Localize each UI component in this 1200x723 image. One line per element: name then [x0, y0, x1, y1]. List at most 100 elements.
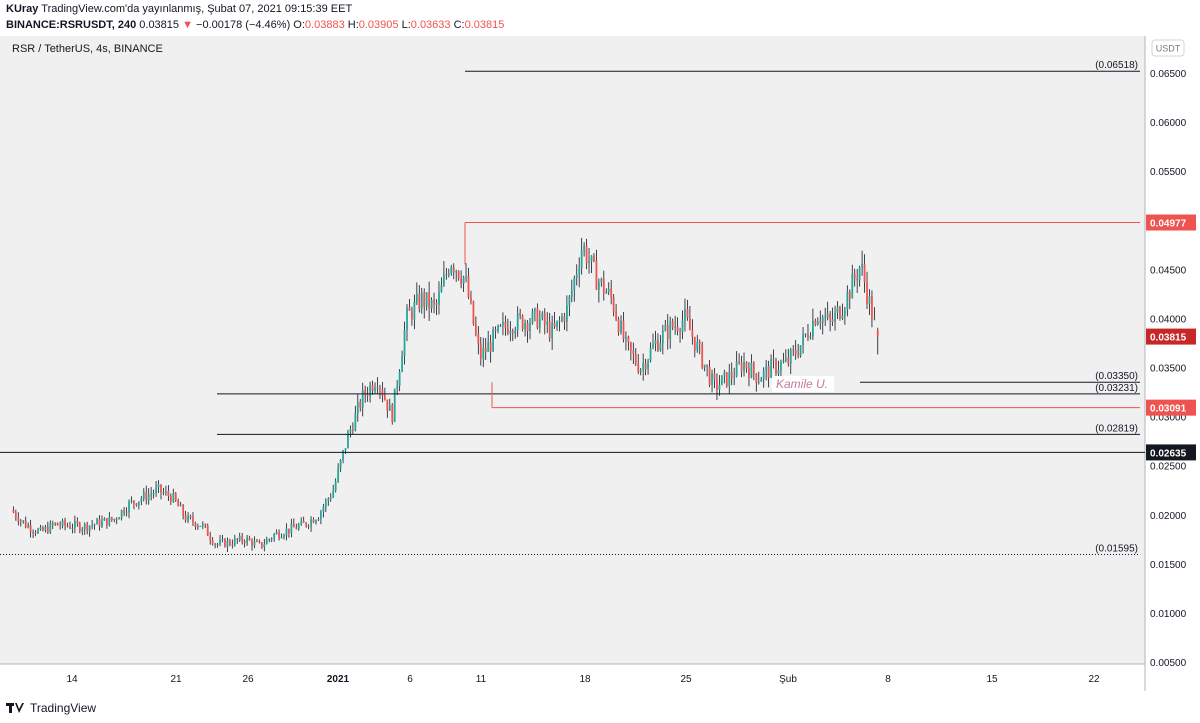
- candle-body: [780, 362, 782, 371]
- candle-body: [167, 491, 170, 497]
- candle-body: [108, 517, 111, 526]
- candle-body: [772, 359, 775, 361]
- level-price-tag-label: 0.02635: [1150, 448, 1187, 459]
- candle-body: [472, 301, 475, 325]
- price-axis[interactable]: [1145, 36, 1200, 664]
- x-tick-label: 11: [476, 674, 487, 685]
- candle-body: [283, 535, 285, 538]
- candle-body: [504, 322, 507, 328]
- candle-body: [794, 349, 797, 355]
- candle-body: [83, 523, 86, 530]
- symbol-line: BINANCE:RSRUSDT, 240 0.03815 ▼ −0.00178 …: [6, 19, 504, 31]
- candle-body: [19, 520, 22, 522]
- candle-body: [654, 340, 657, 345]
- candle-body: [738, 361, 740, 363]
- candle-body: [760, 379, 763, 382]
- candle-body: [66, 525, 69, 527]
- candle-body: [295, 527, 298, 530]
- candle-body: [307, 525, 310, 527]
- candle-body: [334, 481, 337, 491]
- candle-body: [292, 523, 295, 528]
- candle-body: [443, 274, 445, 286]
- level-value-label: (0.02819): [1095, 423, 1138, 434]
- candle-body: [248, 537, 251, 541]
- candle-body: [652, 344, 654, 349]
- candle-body: [125, 512, 128, 514]
- y-tick-label: 0.03500: [1150, 364, 1187, 375]
- candle-body: [29, 525, 32, 532]
- chart-pane[interactable]: (0.06518) (0.03350) (0.03231) (0.02819) (0.0…: [0, 36, 1200, 691]
- candle-body: [78, 523, 81, 532]
- candle-body: [425, 292, 428, 307]
- candle-body: [305, 522, 308, 526]
- time-axis[interactable]: [0, 664, 1145, 691]
- candle-body: [76, 521, 79, 524]
- candle-body: [629, 342, 632, 351]
- candle-body: [337, 468, 340, 482]
- candle-body: [743, 362, 745, 372]
- candle-body: [696, 342, 699, 351]
- candle-body: [713, 373, 716, 380]
- candle-body: [457, 271, 460, 279]
- candle-body: [684, 309, 686, 321]
- candle-body: [725, 372, 728, 387]
- candle-body: [659, 343, 662, 351]
- candle-body: [536, 308, 539, 329]
- candle-body: [477, 334, 480, 345]
- candle-body: [681, 320, 684, 333]
- candle-body: [246, 537, 248, 544]
- candle-body: [597, 282, 600, 290]
- candle-body: [157, 484, 160, 488]
- candle-body: [96, 519, 98, 525]
- tradingview-logo[interactable]: TradingView: [6, 701, 96, 715]
- high-label: H:: [347, 19, 359, 31]
- candle-body: [819, 321, 822, 323]
- candle-body: [701, 344, 704, 368]
- candle-body: [320, 511, 322, 520]
- candle-body: [509, 331, 512, 334]
- candle-body: [708, 366, 711, 385]
- candle-body: [51, 523, 54, 525]
- candle-body: [216, 544, 219, 546]
- candle-body: [649, 348, 652, 361]
- candle-body: [868, 296, 871, 304]
- candle-body: [836, 307, 839, 313]
- level-price-tag: [1146, 214, 1196, 231]
- candle-body: [846, 291, 849, 310]
- candle-body: [339, 459, 342, 469]
- candle-body: [34, 532, 37, 534]
- candle-body: [792, 349, 795, 351]
- price-chart[interactable]: (0.06518) (0.03350)(0.03231) (0.02819) (0.0…: [0, 36, 1200, 691]
- candle-body: [22, 520, 25, 522]
- candle-body: [39, 527, 42, 530]
- low-value: 0.03633: [410, 19, 451, 31]
- candle-body: [192, 517, 194, 523]
- candle-body: [332, 490, 335, 498]
- candle-body: [371, 385, 374, 392]
- candle-body: [315, 520, 317, 523]
- currency-badge[interactable]: [1151, 39, 1185, 57]
- candle-body: [622, 320, 625, 340]
- plot-area[interactable]: [0, 36, 1145, 664]
- candle-body: [693, 336, 696, 351]
- candle-body: [834, 312, 836, 322]
- x-tick-label: 26: [242, 674, 254, 685]
- candle-body: [263, 544, 266, 548]
- candle-body: [519, 313, 522, 316]
- candle-body: [142, 491, 145, 499]
- candle-body: [824, 317, 827, 319]
- candle-body: [632, 350, 635, 354]
- candle-body: [812, 320, 814, 337]
- candle-body: [268, 539, 271, 541]
- candle-body: [511, 331, 514, 334]
- level-value-label: (0.03350): [1095, 371, 1138, 382]
- candle-body: [160, 484, 162, 493]
- candle-body: [558, 320, 561, 322]
- candle-body: [563, 316, 566, 322]
- tradingview-logo-icon: [6, 701, 26, 715]
- author-name[interactable]: KUray: [6, 3, 39, 15]
- candle-body: [617, 319, 620, 333]
- candle-body: [514, 330, 517, 334]
- low-label: L:: [401, 19, 411, 31]
- candle-body: [814, 320, 817, 325]
